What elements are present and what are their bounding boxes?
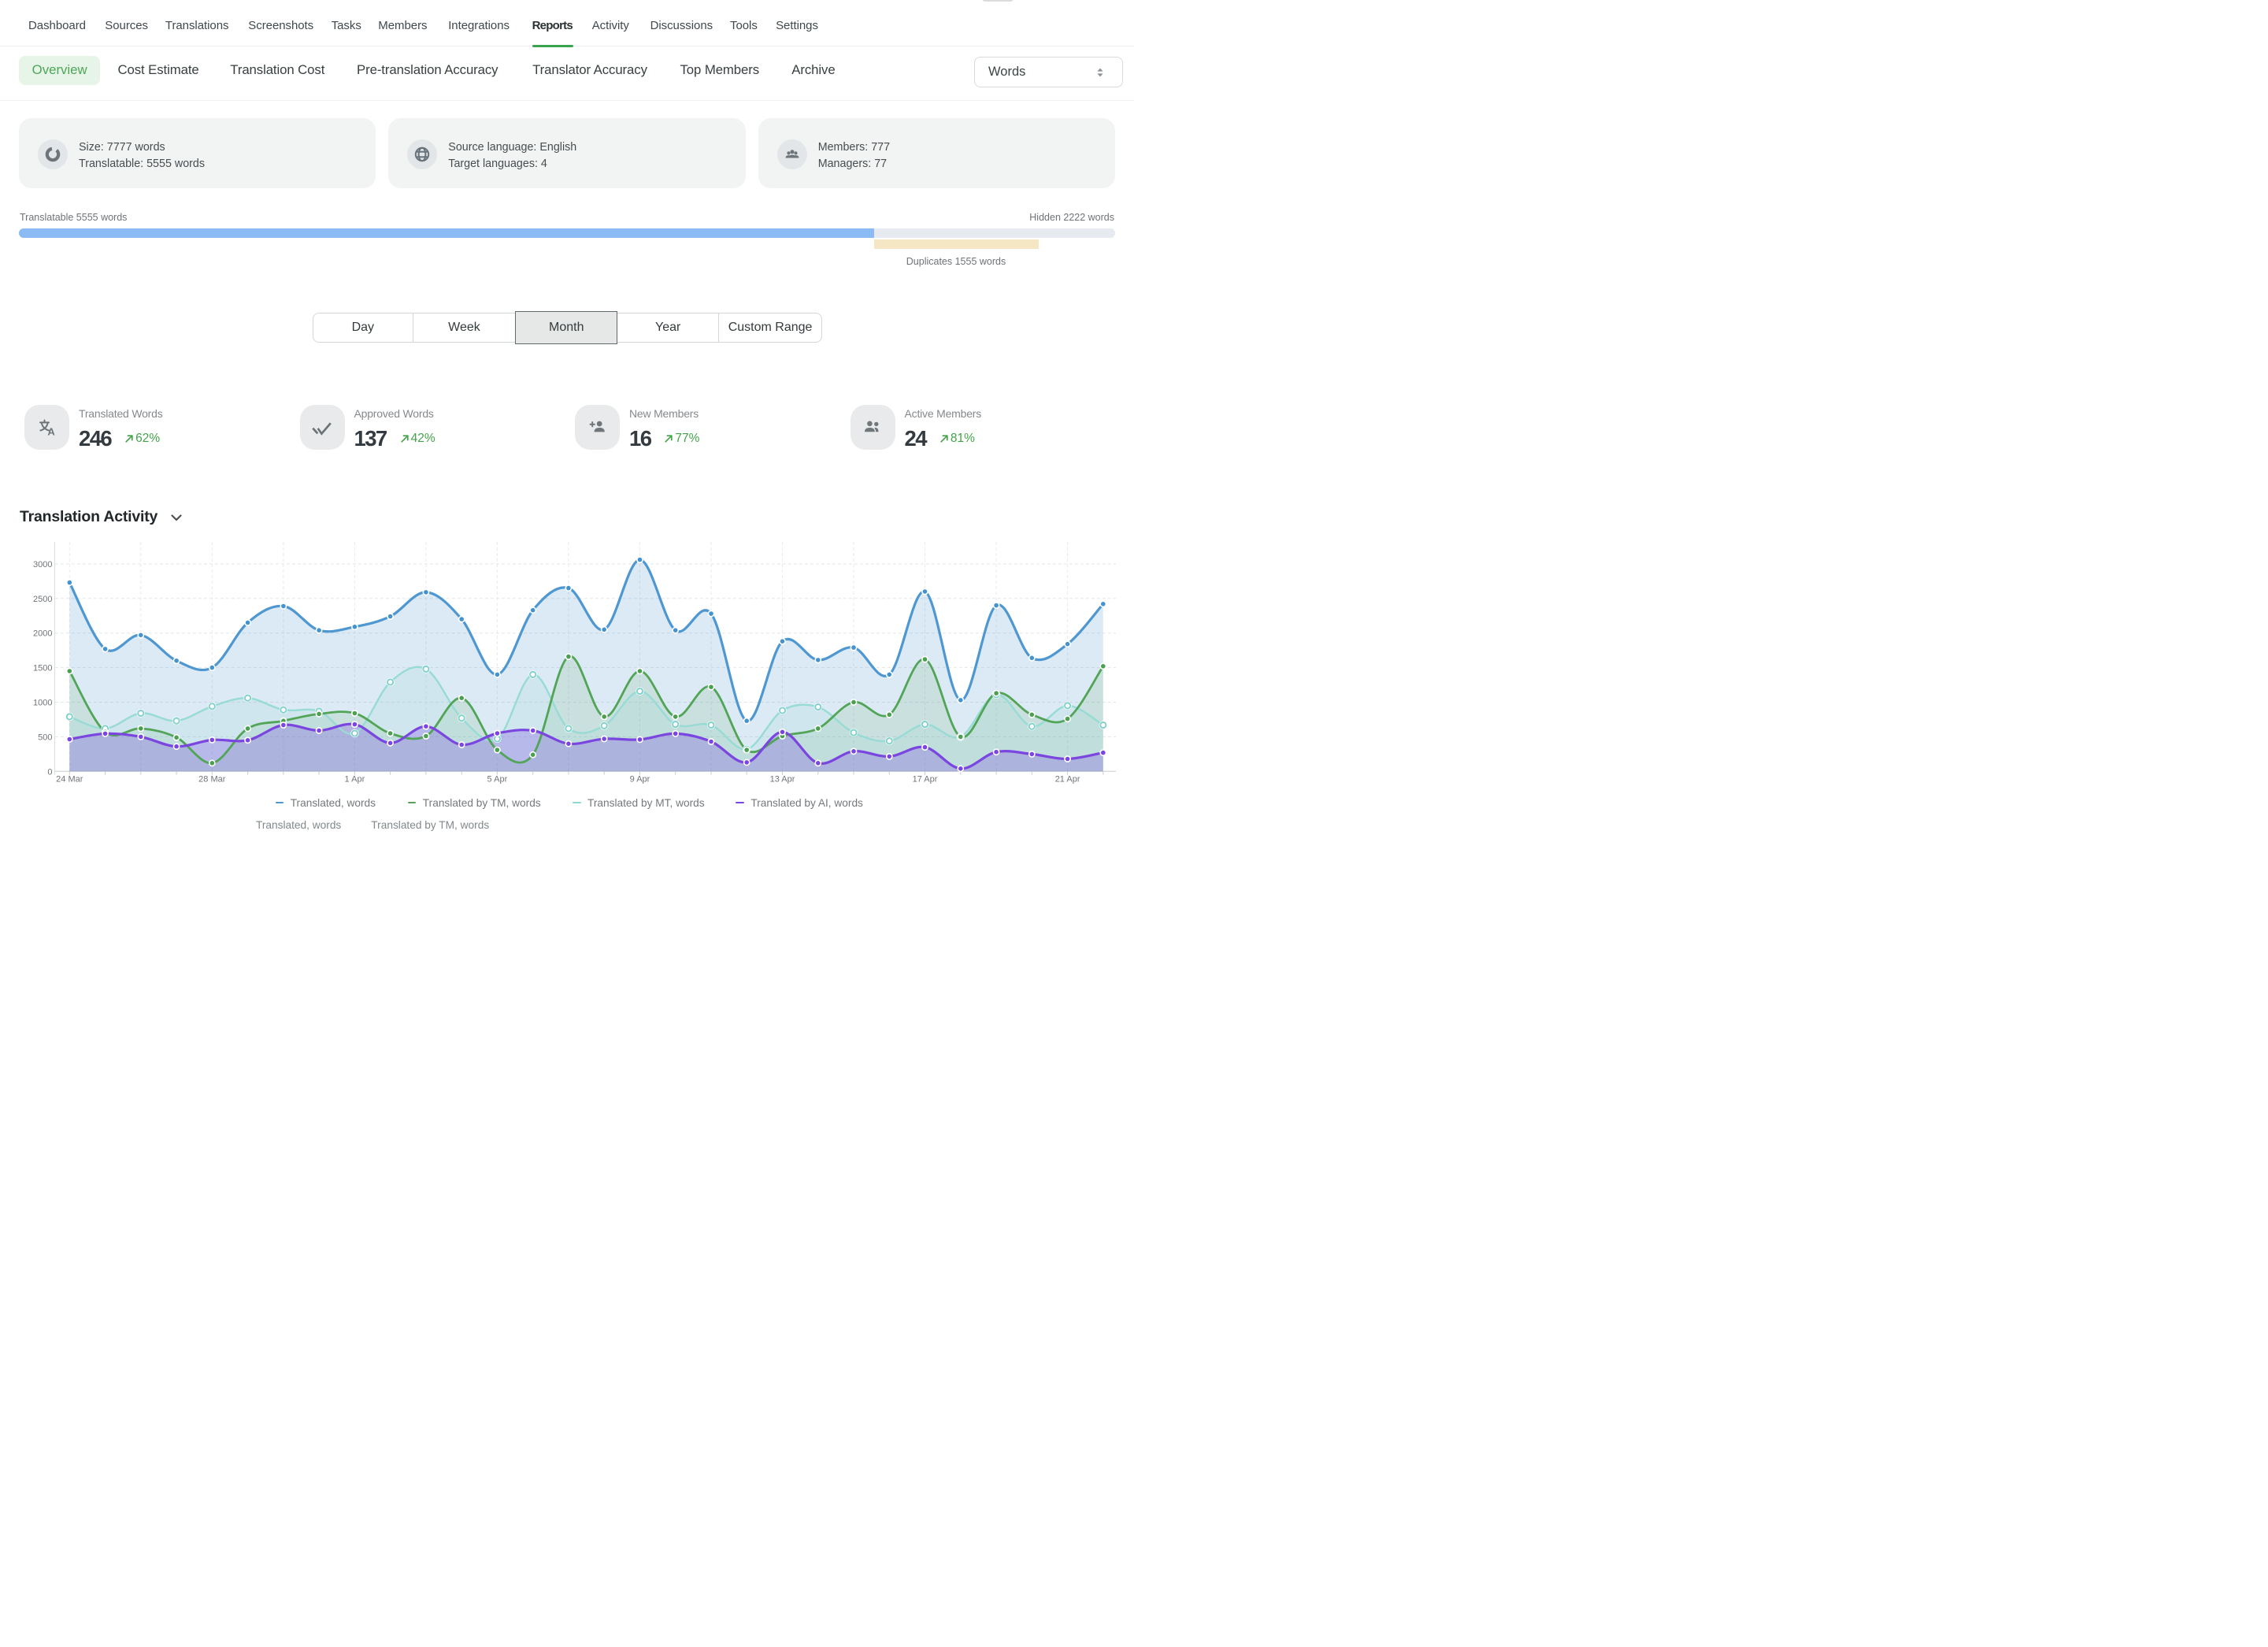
svg-text:2500: 2500: [33, 595, 52, 604]
svg-text:3000: 3000: [33, 560, 52, 569]
svg-text:1500: 1500: [33, 664, 52, 673]
svg-text:28 Mar: 28 Mar: [198, 775, 226, 785]
svg-text:A: A: [47, 425, 55, 437]
svg-text:0: 0: [47, 767, 52, 777]
svg-text:500: 500: [38, 733, 52, 742]
svg-text:5 Apr: 5 Apr: [487, 775, 508, 785]
svg-text:21 Apr: 21 Apr: [1055, 775, 1080, 785]
svg-text:1000: 1000: [33, 699, 52, 708]
svg-text:9 Apr: 9 Apr: [630, 775, 650, 785]
svg-text:13 Apr: 13 Apr: [770, 775, 795, 785]
svg-text:24 Mar: 24 Mar: [56, 775, 83, 785]
svg-text:1 Apr: 1 Apr: [345, 775, 365, 785]
svg-text:17 Apr: 17 Apr: [913, 775, 938, 785]
svg-text:2000: 2000: [33, 629, 52, 639]
